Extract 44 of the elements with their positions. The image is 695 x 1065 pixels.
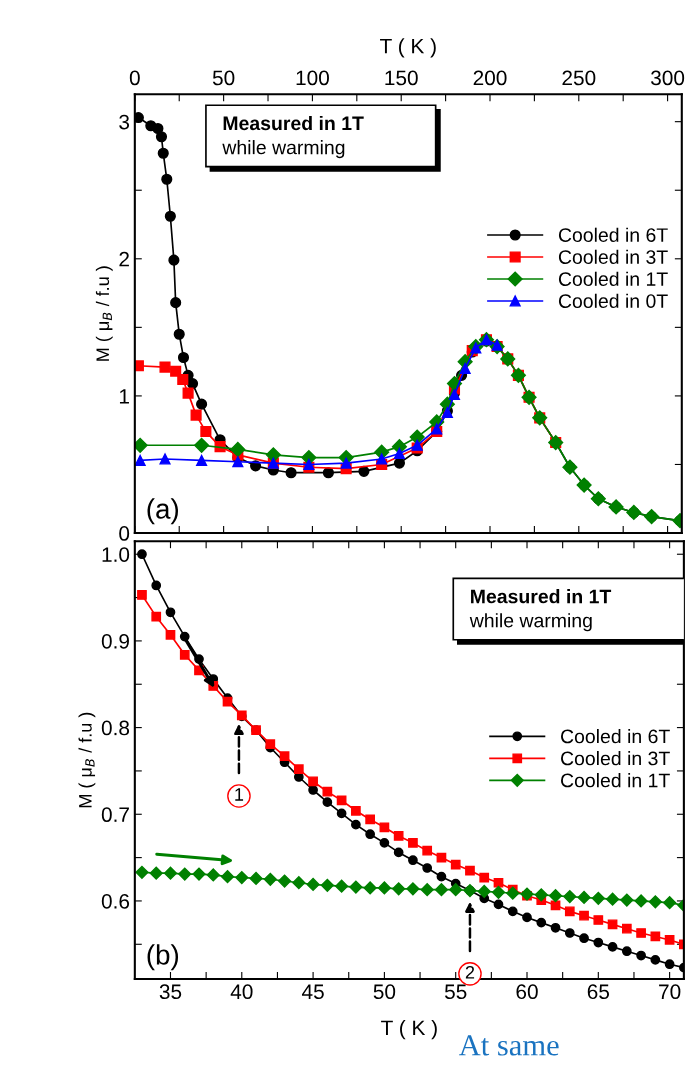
y-tick-label: 3	[119, 114, 130, 130]
annotation: 2	[465, 965, 475, 979]
x-tick-label: 200	[473, 70, 507, 86]
x-tick-label: 55	[444, 984, 467, 1000]
legend-label: Cooled in 3T	[561, 751, 670, 766]
annotation: 1	[235, 788, 244, 801]
x-tick-label: 100	[296, 70, 329, 86]
x-tick-label: 40	[230, 984, 253, 1000]
x-tick-label: 250	[562, 70, 596, 86]
x-tick-label: 65	[587, 984, 610, 1000]
y-tick-label: 2	[119, 251, 129, 267]
legend-label: Cooled in 3T	[558, 249, 668, 264]
y-tick-label: 0.9	[101, 633, 129, 649]
x-tick-label: 50	[212, 70, 235, 86]
y-axis-title: M ( μ$_{B}$ / f.u )	[78, 712, 96, 808]
y-tick-label: 1	[119, 389, 129, 404]
x-tick-label: 70	[659, 984, 681, 1000]
y-axis-title: M ( μ$_{B}$ / f.u )	[95, 266, 113, 361]
x-tick-label: 60	[516, 984, 538, 1000]
x-tick-label: 45	[301, 984, 324, 1000]
y-tick-label: 0	[119, 526, 130, 541]
annotation: Measured in 1T	[223, 115, 364, 131]
y-tick-label: 0.6	[101, 893, 130, 909]
annotation: while warming	[469, 613, 592, 632]
y-tick-label: 0.8	[101, 720, 130, 736]
annotation: Measured in 1T	[471, 589, 612, 604]
text: At same	[459, 1035, 559, 1056]
annotation: while warming	[222, 140, 345, 159]
x-tick-label: 50	[373, 984, 396, 1000]
y-tick-label: 1.0	[102, 547, 130, 562]
y-tick-label: 0.7	[101, 807, 129, 823]
x-tick-label: 300	[651, 70, 685, 86]
x-axis-title: T ( K )	[380, 38, 436, 58]
legend-label: Cooled in 0T	[558, 293, 668, 309]
legend-label: Cooled in 6T	[558, 227, 668, 242]
legend-label: Cooled in 6T	[561, 729, 670, 744]
x-tick-label: 0	[129, 70, 140, 86]
x-axis-title: T ( K )	[381, 1019, 437, 1040]
legend-label: Cooled in 1T	[561, 773, 670, 788]
x-tick-label: 35	[159, 984, 182, 1000]
legend-label: Cooled in 1T	[558, 271, 668, 286]
annotation: (b)	[147, 944, 179, 971]
x-tick-label: 150	[385, 70, 418, 86]
annotation: (a)	[147, 498, 178, 525]
